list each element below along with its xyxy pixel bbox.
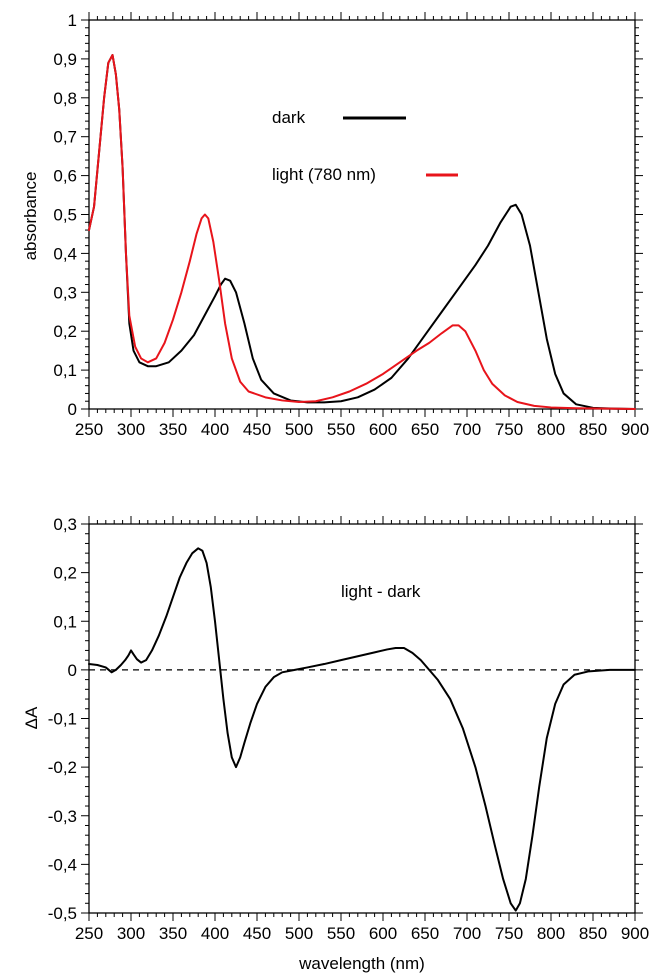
y-tick-label: 0 bbox=[68, 661, 77, 680]
x-tick-label: 500 bbox=[285, 420, 313, 439]
series-line-series-0 bbox=[88, 547, 636, 912]
y-tick-label: -0,2 bbox=[48, 758, 77, 777]
x-tick-label: 300 bbox=[117, 420, 145, 439]
y-tick-label: 0,9 bbox=[53, 50, 77, 69]
y-tick-label: 0,2 bbox=[53, 322, 77, 341]
x-tick-label: 900 bbox=[621, 924, 649, 943]
x-tick-label: 350 bbox=[159, 420, 187, 439]
y-tick-label: 1 bbox=[68, 11, 77, 30]
x-tick-label: 400 bbox=[201, 924, 229, 943]
series-line-dark bbox=[88, 54, 636, 410]
x-tick-label: 350 bbox=[159, 924, 187, 943]
legend-label-light: light (780 nm) bbox=[272, 165, 376, 184]
x-tick-label: 450 bbox=[243, 924, 271, 943]
x-tick-label: 850 bbox=[579, 924, 607, 943]
y-tick-label: -0,5 bbox=[48, 904, 77, 923]
x-tick-label: 550 bbox=[327, 924, 355, 943]
x-tick-label: 400 bbox=[201, 420, 229, 439]
x-tick-label: 500 bbox=[285, 924, 313, 943]
x-tick-label: 250 bbox=[75, 420, 103, 439]
x-tick-label: 550 bbox=[327, 420, 355, 439]
x-tick-label: 250 bbox=[75, 924, 103, 943]
x-tick-label: 900 bbox=[621, 420, 649, 439]
x-tick-label: 600 bbox=[369, 420, 397, 439]
x-tick-label: 700 bbox=[453, 420, 481, 439]
y-tick-label: 0,8 bbox=[53, 89, 77, 108]
x-tick-label: 750 bbox=[495, 420, 523, 439]
y-tick-label: 0,5 bbox=[53, 206, 77, 225]
difference-plot: 250 300 350 400 450 500 550 600 650 700 750 800 850 9… bbox=[48, 515, 649, 943]
x-tick-label: 750 bbox=[495, 924, 523, 943]
y-tick-label: -0,3 bbox=[48, 807, 77, 826]
y-tick-label: 0,1 bbox=[53, 361, 77, 380]
series-line-light bbox=[88, 54, 636, 410]
x-tick-label: 700 bbox=[453, 924, 481, 943]
x-tick-label: 300 bbox=[117, 924, 145, 943]
y-tick-label: 0 bbox=[68, 400, 77, 419]
y-tick-label: -0,4 bbox=[48, 855, 77, 874]
y-tick-label: 0,2 bbox=[53, 564, 77, 583]
x-tick-label: 650 bbox=[411, 420, 439, 439]
x-tick-label: 850 bbox=[579, 420, 607, 439]
x-tick-label: 800 bbox=[537, 420, 565, 439]
y-axis-title-absorbance: absorbance bbox=[21, 172, 40, 261]
y-axis-title-delta-a: ΔA bbox=[22, 706, 41, 729]
x-tick-label: 450 bbox=[243, 420, 271, 439]
y-tick-label: 0,3 bbox=[53, 515, 77, 534]
y-tick-label: 0,1 bbox=[53, 612, 77, 631]
y-tick-label: -0,1 bbox=[48, 710, 77, 729]
y-tick-label: 0,6 bbox=[53, 167, 77, 186]
annotation-light-minus-dark: light - dark bbox=[341, 582, 421, 601]
x-axis-title-wavelength: wavelength (nm) bbox=[298, 954, 425, 973]
absorbance-plot: 250 300 350 400 450 500 550 600 650 700 750 800 850 9… bbox=[53, 11, 649, 439]
x-tick-label: 800 bbox=[537, 924, 565, 943]
y-tick-label: 0,7 bbox=[53, 128, 77, 147]
plot-frame bbox=[88, 19, 636, 410]
legend: dark light (780 nm) bbox=[272, 108, 458, 184]
legend-label-dark: dark bbox=[272, 108, 306, 127]
x-tick-label: 650 bbox=[411, 924, 439, 943]
y-tick-label: 0,4 bbox=[53, 244, 77, 263]
y-tick-label: 0,3 bbox=[53, 283, 77, 302]
x-tick-label: 600 bbox=[369, 924, 397, 943]
